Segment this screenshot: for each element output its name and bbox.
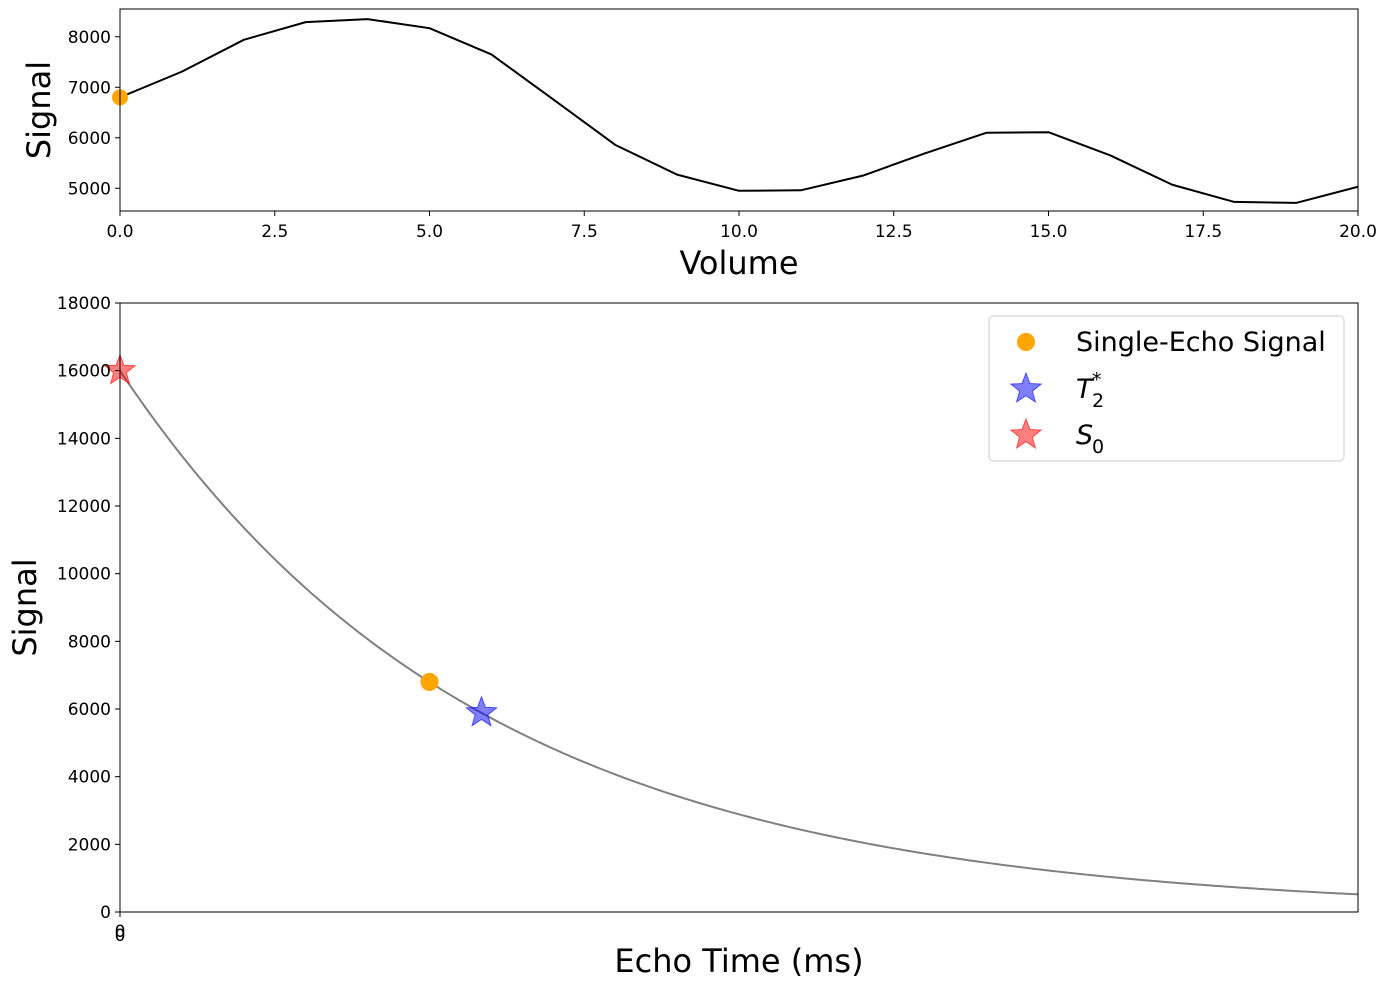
y-tick-label: 6000	[68, 700, 111, 720]
legend-label-subscript: 0	[1092, 436, 1104, 458]
legend: Single-Echo Signal T2* S0	[988, 315, 1345, 462]
x-tick-label: 7.5	[571, 222, 598, 242]
legend-s0-label: S0	[1076, 420, 1104, 458]
x-tick-label: 10.0	[720, 222, 758, 242]
x-tick-label: 5.0	[416, 222, 443, 242]
x-axis-label: Echo Time (ms)	[614, 942, 863, 980]
y-tick-label: 18000	[57, 294, 111, 314]
legend-label-main: T	[1076, 374, 1095, 405]
x-axis-label: Volume	[679, 244, 798, 282]
x-tick-label: 0.0	[106, 222, 133, 242]
y-tick-label: 14000	[57, 429, 111, 449]
bottom-plot: 0002000400060008000100001200014000160001…	[6, 294, 1359, 980]
y-axis-label: Signal	[20, 61, 58, 159]
legend-label-superscript: *	[1092, 369, 1102, 391]
legend-t2star-marker	[1009, 371, 1043, 404]
y-tick-label: 16000	[57, 362, 111, 382]
x-tick-label: 17.5	[1184, 222, 1222, 242]
y-tick-label: 4000	[68, 768, 111, 788]
x-tick-label: 15.0	[1030, 222, 1068, 242]
x-tick-label: 12.5	[875, 222, 913, 242]
signal-series-line	[119, 18, 1359, 204]
legend-label-main: S	[1076, 420, 1093, 451]
x-tick-label: 0	[115, 926, 126, 946]
decay-curve-line	[119, 370, 1359, 896]
y-axis-label: Signal	[6, 558, 44, 656]
legend-box	[988, 315, 1345, 462]
y-tick-label: 8000	[68, 28, 111, 48]
y-tick-label: 6000	[68, 129, 111, 149]
y-tick-label: 7000	[68, 78, 111, 98]
y-tick-label: 10000	[57, 565, 111, 585]
y-tick-label: 8000	[68, 632, 111, 652]
legend-label-subscript: 2	[1092, 390, 1104, 412]
y-tick-label: 5000	[68, 179, 111, 199]
x-tick-label: 0	[115, 922, 126, 942]
legend-single-echo-signal-marker	[1017, 333, 1035, 351]
legend-s0-marker	[1009, 417, 1043, 450]
top-plot: 0.0 2.5 5.0 7.5 10.0 12.5 15.0 17.5 20.0 5000 6000…	[20, 8, 1377, 282]
y-tick-label: 0	[100, 903, 111, 923]
x-tick-label: 2.5	[261, 222, 288, 242]
single-echo-signal-marker	[420, 672, 439, 691]
t2star-marker	[464, 695, 499, 727]
x-tick-label: 20.0	[1339, 222, 1377, 242]
legend-single-echo-signal-label: Single-Echo Signal	[1076, 327, 1326, 358]
bottom-plot-frame	[119, 302, 1359, 913]
y-tick-label: 2000	[68, 835, 111, 855]
top-plot-frame	[119, 8, 1359, 212]
legend-t2star-label: T2*	[1076, 369, 1104, 412]
y-tick-label: 12000	[57, 497, 111, 517]
